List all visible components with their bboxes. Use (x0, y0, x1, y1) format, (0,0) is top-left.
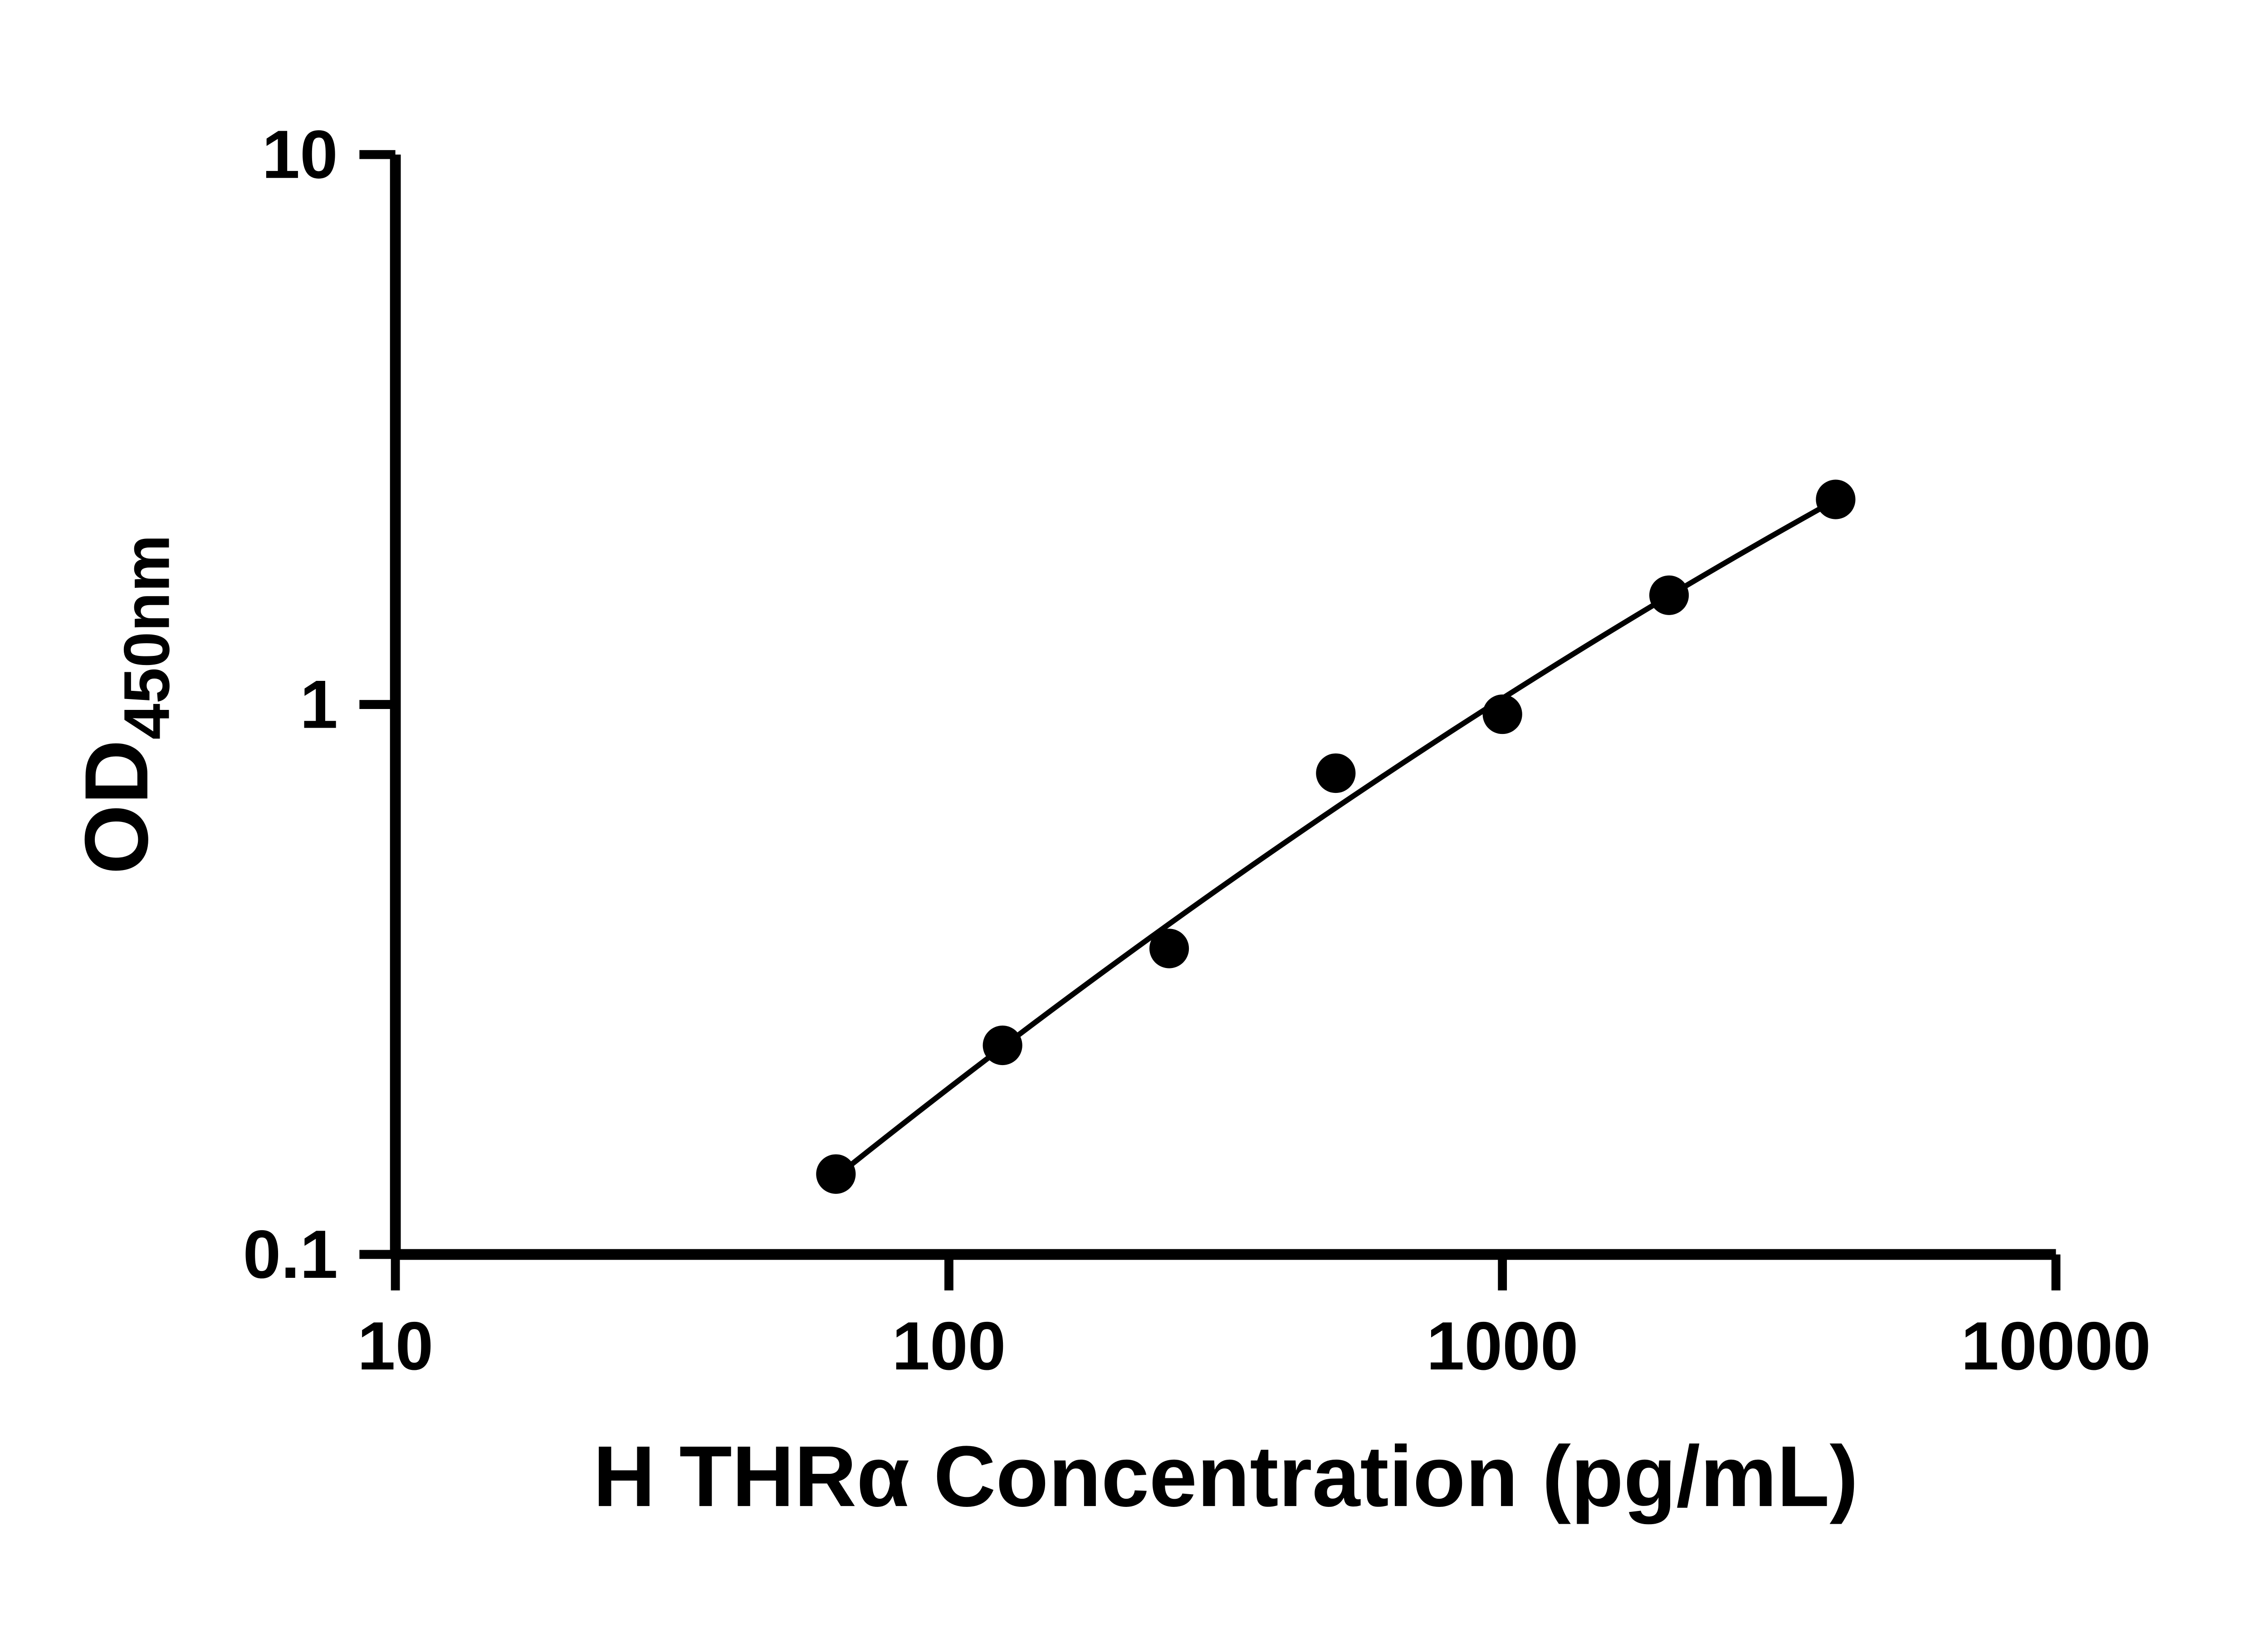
y-axis-title-main: OD (66, 739, 166, 874)
data-point (1316, 753, 1356, 793)
y-tick-label: 0.1 (243, 1216, 338, 1292)
x-axis-ticks: 10 100 1000 10000 (357, 1254, 2151, 1384)
data-point (1649, 575, 1689, 615)
y-tick-label: 1 (300, 666, 338, 743)
x-tick-label: 10000 (1961, 1308, 2151, 1384)
data-point (1149, 929, 1189, 968)
data-point (982, 1025, 1022, 1066)
data-point (1816, 479, 1856, 519)
y-axis-ticks: 0.1 1 10 (243, 116, 396, 1292)
x-tick-label: 1000 (1427, 1308, 1579, 1384)
y-axis-title-subscript: 450nm (111, 535, 183, 740)
x-tick-label: 100 (892, 1308, 1006, 1384)
y-axis-title: OD450nm (66, 535, 183, 875)
x-tick-label: 10 (357, 1308, 433, 1384)
data-series (816, 479, 1856, 1194)
data-point (1482, 694, 1522, 734)
data-point (816, 1154, 856, 1194)
y-tick-label: 10 (262, 116, 337, 192)
x-axis-title: H THRα Concentration (pg/mL) (593, 1428, 1858, 1525)
axes (390, 154, 2056, 1260)
